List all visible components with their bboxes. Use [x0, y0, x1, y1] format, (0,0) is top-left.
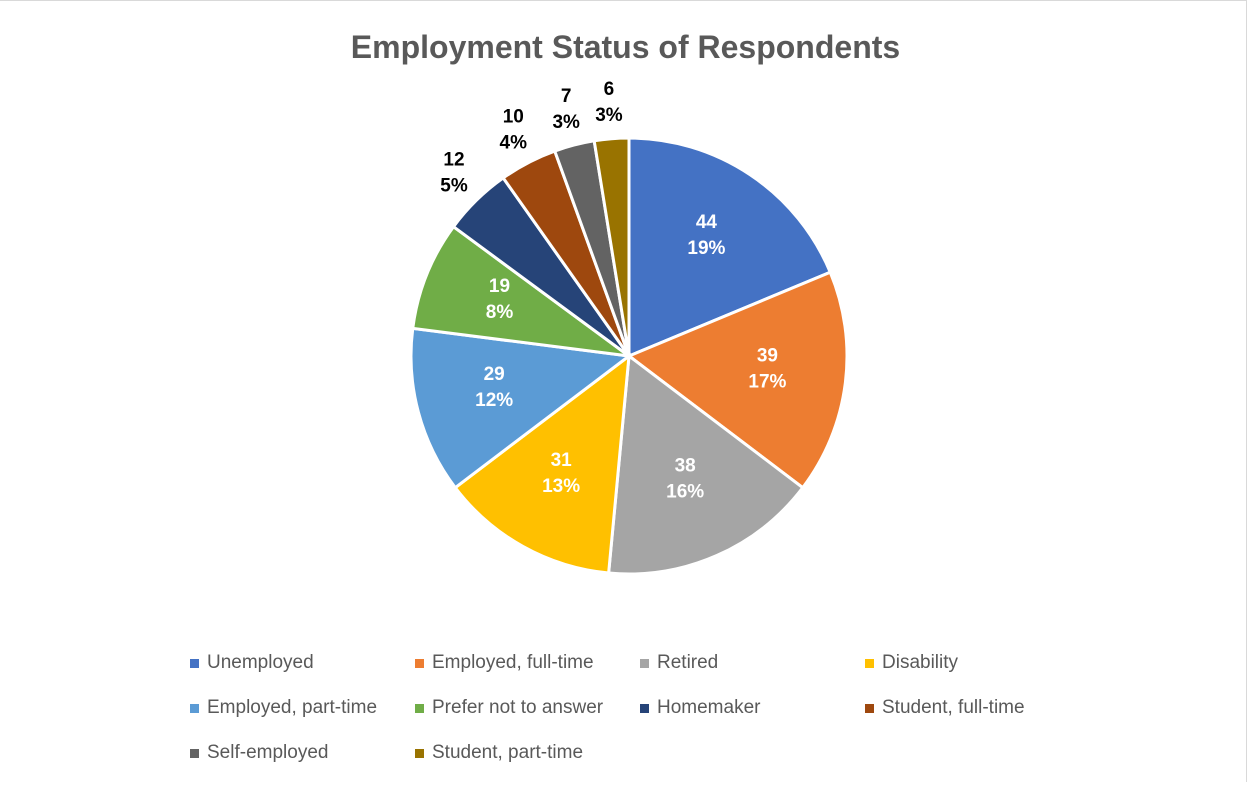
pie-slice-student-part-time [592, 136, 631, 357]
legend-label-employed-part-time: Employed, part-time [207, 697, 378, 718]
data-label-employed-full-time: 39 17% [748, 346, 786, 393]
legend-swatch-unemployed [190, 658, 199, 668]
legend-label-employed-full-time: Employed, full-time [432, 652, 594, 673]
legend-label-retired: Retired [657, 652, 719, 673]
legend-item-unemployed: Unemployed [190, 651, 314, 675]
data-label-student-full-time: 10 4% [500, 106, 528, 153]
data-label-retired: 38 16% [666, 456, 704, 503]
legend-label-student-full-time: Student, full-time [882, 697, 1025, 718]
legend-item-self-employed: Self-employed [190, 741, 328, 765]
data-label-employed-part-time: 29 12% [475, 364, 513, 411]
pie-slice-employed-full-time [626, 270, 849, 490]
legend-label-unemployed: Unemployed [207, 652, 314, 673]
legend-item-student-part-time: Student, part-time [415, 741, 583, 765]
legend-swatch-self-employed [190, 748, 199, 758]
legend-label-disability: Disability [882, 652, 959, 673]
pie-slice-disability [453, 352, 631, 575]
pie-slice-retired [606, 353, 805, 576]
legend-item-student-full-time: Student, full-time [865, 696, 1025, 720]
data-label-prefer-not-to-answer: 19 8% [486, 276, 514, 323]
data-label-student-part-time: 6 3% [595, 79, 623, 126]
legend-label-self-employed: Self-employed [207, 742, 329, 763]
legend-label-homemaker: Homemaker [657, 697, 761, 718]
legend-item-employed-part-time: Employed, part-time [190, 696, 377, 720]
legend-item-retired: Retired [640, 651, 718, 675]
pie-slice-prefer-not-to-answer [411, 224, 635, 359]
legend-swatch-employed-part-time [190, 703, 199, 713]
legend-swatch-employed-full-time [415, 658, 424, 668]
data-label-homemaker: 12 5% [440, 149, 468, 196]
legend-swatch-homemaker [640, 703, 649, 713]
legend-swatch-student-full-time [865, 703, 874, 713]
pie-slice-unemployed [627, 136, 833, 359]
data-label-unemployed: 44 19% [687, 212, 725, 259]
data-label-disability: 31 13% [542, 450, 580, 497]
legend-label-prefer-not-to-answer: Prefer not to answer [432, 697, 604, 718]
legend-swatch-disability [865, 658, 874, 668]
legend-item-prefer-not-to-answer: Prefer not to answer [415, 696, 603, 720]
legend-swatch-retired [640, 658, 649, 668]
legend-label-student-part-time: Student, part-time [432, 742, 584, 763]
legend-swatch-prefer-not-to-answer [415, 703, 424, 713]
legend-item-homemaker: Homemaker [640, 696, 760, 720]
legend-item-employed-full-time: Employed, full-time [415, 651, 594, 675]
legend-item-disability: Disability [865, 651, 958, 675]
chart-title: Employment Status of Respondents [350, 29, 901, 65]
data-label-self-employed: 7 3% [552, 86, 580, 133]
pie-slice-employed-part-time [409, 326, 633, 490]
legend-swatch-student-part-time [415, 748, 424, 758]
